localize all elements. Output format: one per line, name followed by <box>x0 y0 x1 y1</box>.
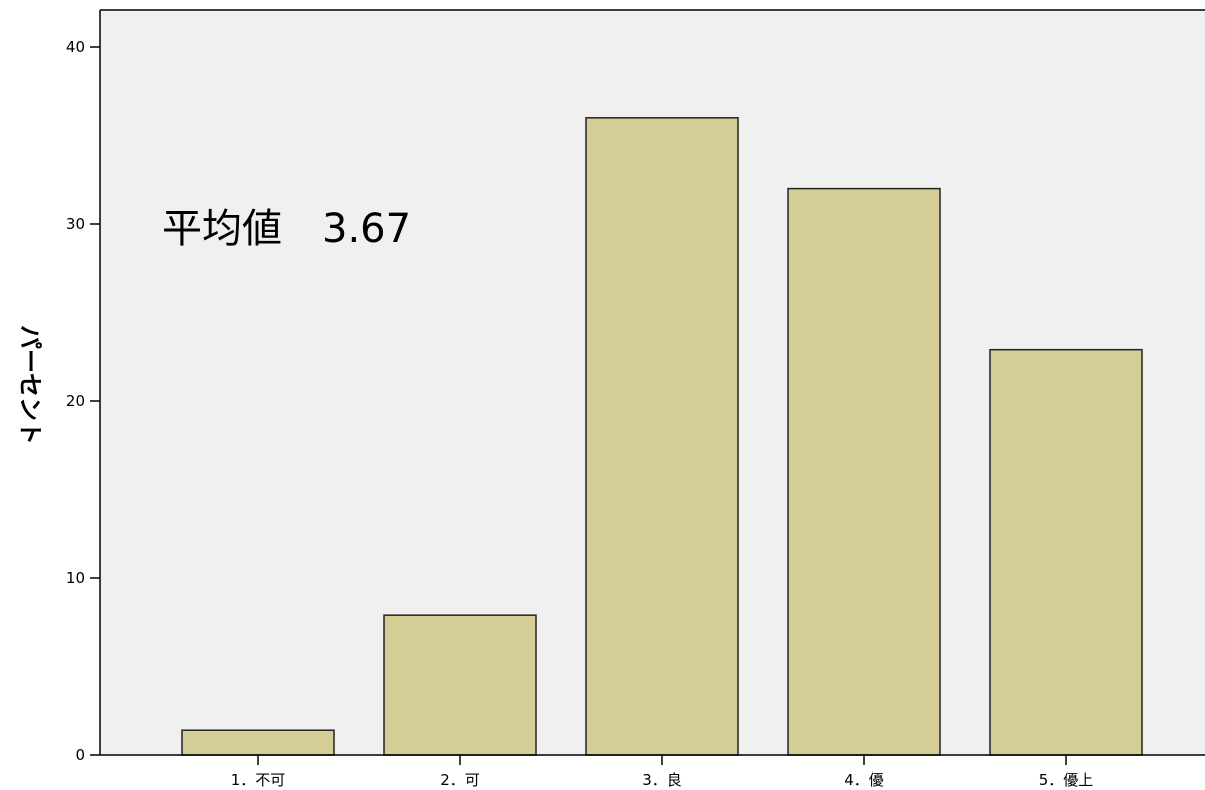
y-axis-label: パーセント <box>16 325 44 445</box>
y-tick-label: 10 <box>66 569 85 587</box>
bar <box>383 614 537 756</box>
bar <box>787 187 941 756</box>
x-category-label: 1．不可 <box>231 771 286 789</box>
y-tick-label: 30 <box>66 215 85 233</box>
y-tick-label: 40 <box>66 38 85 56</box>
x-category-label: 5．優上 <box>1039 771 1094 789</box>
x-category-label: 4．優 <box>844 771 884 789</box>
mean-annotation: 平均値 3.67 <box>162 206 411 252</box>
bars-group <box>181 117 1143 756</box>
x-category-label: 3．良 <box>642 771 682 789</box>
bar <box>181 729 335 756</box>
x-ticks-group: 1．不可 2．可 3．良 4．優 5．優上 <box>231 755 1094 789</box>
x-category-label: 2．可 <box>440 771 480 789</box>
y-tick-label: 0 <box>75 746 85 764</box>
y-tick-label: 20 <box>66 392 85 410</box>
bar <box>585 117 739 756</box>
bar <box>989 348 1143 756</box>
y-ticks-group: 0 10 20 30 40 <box>66 38 100 764</box>
